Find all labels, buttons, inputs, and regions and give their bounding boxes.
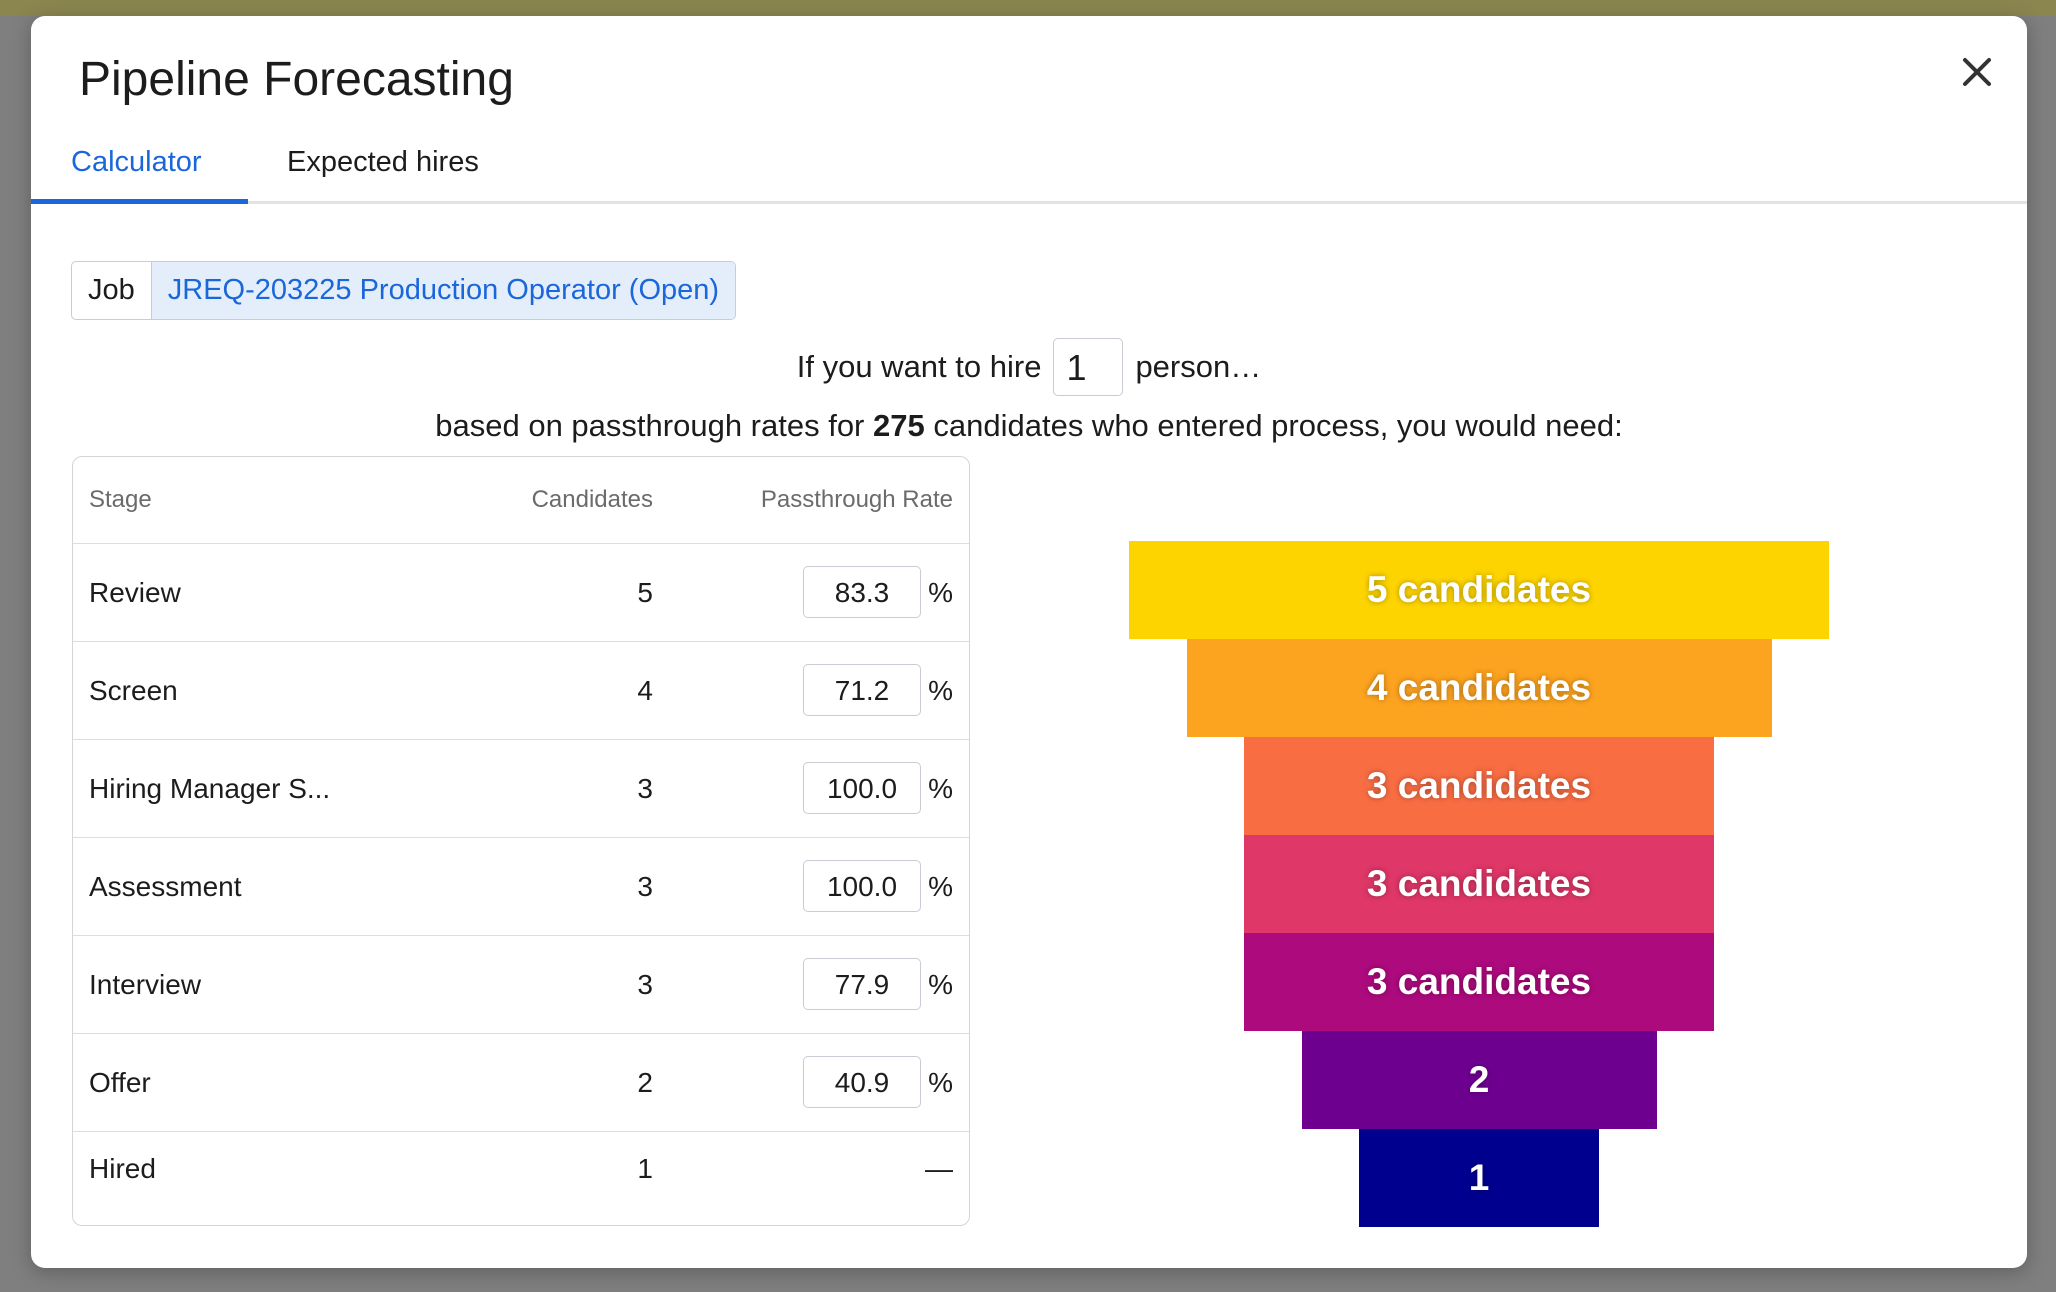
percent-sign: % [928,675,953,706]
column-header: Candidates [531,486,653,513]
job-selector[interactable]: Job JREQ-203225 Production Operator (Ope… [71,261,737,320]
stage-name: Screen [89,675,178,706]
table-row: Hiring Manager S... 3 100.0% [73,739,969,838]
text: candidates who entered process, you woul… [933,408,1623,443]
candidate-count: 3 [637,871,653,902]
percent-sign: % [928,1067,953,1098]
table-row: Hired 1 — [73,1131,969,1225]
modal-title: Pipeline Forecasting [79,53,514,106]
basis-line: based on passthrough rates for 275 candi… [31,408,2027,444]
banner [0,0,2056,16]
stage-name: Assessment [89,871,242,902]
stage-name: Offer [89,1067,151,1098]
percent-sign: % [928,871,953,902]
hire-line: If you want to hire 1 person… [31,338,2027,396]
percent-sign: % [928,577,953,608]
candidate-total: 275 [873,408,925,443]
stage-name: Hiring Manager S... [89,773,331,804]
percent-sign: % [928,773,953,804]
tab[interactable]: Calculator [71,146,202,178]
table-row: Interview 3 77.9% [73,935,969,1034]
tab-divider [31,201,2027,204]
column-header: Stage [89,486,152,513]
candidate-count: 1 [637,1153,653,1184]
close-button[interactable] [1953,48,2001,96]
stage-name: Hired [89,1153,156,1184]
candidate-count: 3 [637,773,653,804]
table-row: Offer 2 40.9% [73,1033,969,1132]
rate-input[interactable]: 100.0 [803,762,921,814]
funnel-segment: 3 candidates [1244,933,1714,1031]
text: person… [1135,349,1262,384]
candidate-count: 3 [637,969,653,1000]
table-row: Review 5 83.3% [73,543,969,642]
hire-count-input[interactable]: 1 [1053,338,1124,396]
tab[interactable]: Expected hires [287,146,479,178]
candidate-count: 5 [637,577,653,608]
stage-table: Stage Candidates Passthrough Rate Review… [72,456,970,1226]
stage-name: Interview [89,969,202,1000]
candidate-count: 4 [637,675,653,706]
funnel-segment: 2 [1301,1031,1657,1129]
funnel-segment: 3 candidates [1244,737,1714,835]
text: based on passthrough rates for [435,408,865,443]
rate-input[interactable]: 77.9 [803,958,921,1010]
job-value[interactable]: JREQ-203225 Production Operator (Open) [151,262,736,319]
table-row: Assessment 3 100.0% [73,837,969,936]
rate-input[interactable]: 71.2 [803,664,921,716]
rate-empty: — [925,1153,953,1184]
job-label: Job [72,262,152,319]
rate-input[interactable]: 100.0 [803,860,921,912]
funnel-segment: 1 [1359,1129,1599,1227]
funnel-segment: 3 candidates [1244,835,1714,933]
rate-input[interactable]: 40.9 [803,1056,921,1108]
active-tab-indicator [31,199,248,204]
column-header: Passthrough Rate [760,486,953,513]
funnel-segment: 5 candidates [1129,541,1829,639]
modal: Pipeline Forecasting Calculator Expected… [31,16,2027,1268]
candidate-count: 2 [637,1067,653,1098]
stage-name: Review [89,577,181,608]
percent-sign: % [928,969,953,1000]
funnel-segment: 4 candidates [1186,639,1772,737]
rate-input[interactable]: 83.3 [803,566,921,618]
table-row: Screen 4 71.2% [73,641,969,740]
text: If you want to hire [796,349,1042,384]
